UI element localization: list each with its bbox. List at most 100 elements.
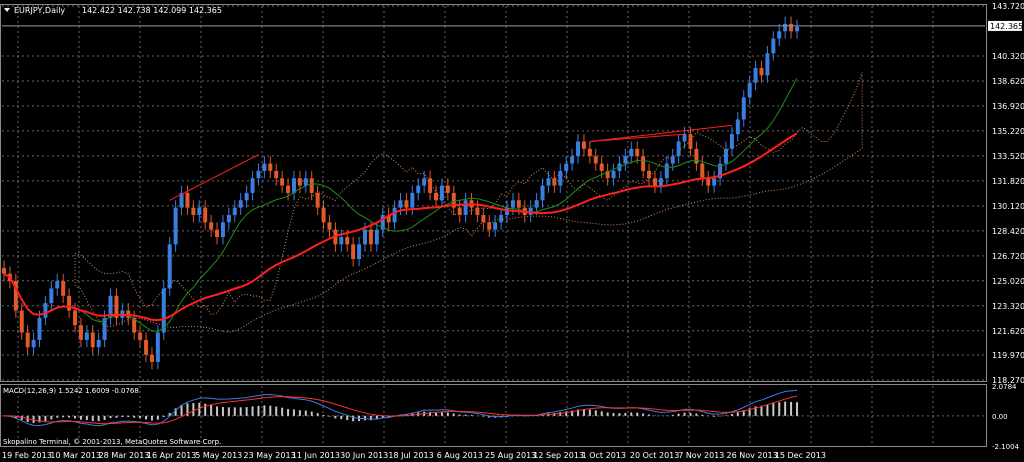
candle-body <box>783 23 788 32</box>
cloud-area <box>74 72 863 333</box>
candle-body <box>558 170 563 186</box>
chevron-down-icon[interactable] <box>4 8 10 12</box>
candle-body <box>149 354 154 362</box>
candle-body <box>161 288 166 333</box>
candle-body <box>552 178 557 186</box>
candle-body <box>209 222 214 230</box>
candle-body <box>102 317 107 340</box>
trend-line <box>589 124 732 142</box>
candle-body <box>451 192 456 208</box>
candle-body <box>576 141 581 157</box>
candle-body <box>203 207 208 223</box>
candle-body <box>741 97 746 120</box>
candle-body <box>729 134 734 149</box>
candle-body <box>309 178 314 193</box>
price-tick-label: 136.920 <box>992 102 1024 111</box>
candle-body <box>274 170 279 179</box>
candle-body <box>735 119 740 135</box>
candle-body <box>215 229 220 238</box>
candle-body <box>327 222 332 230</box>
candle-body <box>61 281 66 296</box>
candle-body <box>404 200 409 208</box>
candle-body <box>392 207 397 223</box>
candle-body <box>759 68 764 76</box>
candle-body <box>339 237 344 245</box>
macd-tick-label: -2.1004 <box>992 443 1020 451</box>
candle-body <box>647 170 652 179</box>
trendlines <box>169 124 732 201</box>
candle-body <box>410 192 415 208</box>
candle-body <box>197 207 202 215</box>
macd-tick-label: 0.00 <box>992 413 1008 421</box>
time-tick-label: 16 Apr 2013 <box>147 451 196 460</box>
candle-body <box>700 163 705 179</box>
chart-symbol-title: EURJPY,Daily <box>14 6 65 15</box>
time-tick-label: 30 Jun 2013 <box>340 451 388 460</box>
candle-body <box>13 281 18 311</box>
candle-body <box>2 267 6 274</box>
candle-body <box>386 214 391 223</box>
candle-body <box>84 332 89 340</box>
candle-body <box>25 332 30 348</box>
candle-body <box>167 244 172 289</box>
candle-body <box>191 207 196 215</box>
price-tick-label: 128.420 <box>992 227 1024 236</box>
candle-body <box>226 214 231 223</box>
candle-body <box>78 325 83 340</box>
price-tick-label: 140.320 <box>992 52 1024 61</box>
candle-body <box>114 295 119 318</box>
candle-body <box>19 310 24 333</box>
candle-body <box>31 339 36 348</box>
time-tick-label: 12 Sep 2013 <box>533 451 584 460</box>
candle-body <box>605 170 610 179</box>
price-tick-label: 123.320 <box>992 302 1024 311</box>
candle-body <box>422 178 427 186</box>
candle-body <box>753 68 758 83</box>
candle-body <box>434 192 439 201</box>
candle-body <box>73 310 78 326</box>
price-tick-label: 130.120 <box>992 202 1024 211</box>
candle-body <box>96 339 101 348</box>
candle-body <box>652 178 657 186</box>
macd-indicator: 2.0784 0.00 -2.1004 <box>2 383 1020 451</box>
candle-body <box>540 185 545 201</box>
current-price-badge <box>988 20 1022 31</box>
candle-body <box>712 178 717 186</box>
candle-body <box>315 192 320 208</box>
candle-body <box>481 214 486 223</box>
price-tick-label: 119.970 <box>992 351 1024 360</box>
candle-body <box>232 207 237 215</box>
candle-body <box>262 163 267 171</box>
price-tick-label: 126.720 <box>992 252 1024 261</box>
candle-body <box>765 53 770 76</box>
candle-body <box>581 141 586 149</box>
candle-body <box>534 200 539 208</box>
chart-ohlc: 142.422 142.738 142.099 142.365 <box>82 6 222 15</box>
time-tick-label: 19 Feb 2013 <box>2 451 52 460</box>
time-tick-label: 25 Aug 2013 <box>485 451 536 460</box>
candle-body <box>398 200 403 208</box>
candle-body <box>43 303 48 318</box>
candle-body <box>291 178 296 193</box>
trend-line <box>589 133 685 142</box>
candle-body <box>49 288 54 304</box>
candle-body <box>629 148 634 157</box>
copyright-text: Skopalino Terminal, © 2001-2013, MetaQuo… <box>3 438 221 446</box>
candle-body <box>380 214 385 230</box>
price-tick-label: 131.820 <box>992 177 1024 186</box>
candle-body <box>570 156 575 164</box>
candle-body <box>493 222 498 230</box>
candle-body <box>587 148 592 157</box>
candle-body <box>694 148 699 164</box>
candle-body <box>138 332 143 340</box>
candle-body <box>593 156 598 164</box>
candle-body <box>564 163 569 171</box>
candle-body <box>546 178 551 186</box>
candle-body <box>362 229 367 245</box>
candle-body <box>321 207 326 223</box>
candle-body <box>723 148 728 164</box>
candle-body <box>487 222 492 230</box>
candle-body <box>351 244 356 260</box>
